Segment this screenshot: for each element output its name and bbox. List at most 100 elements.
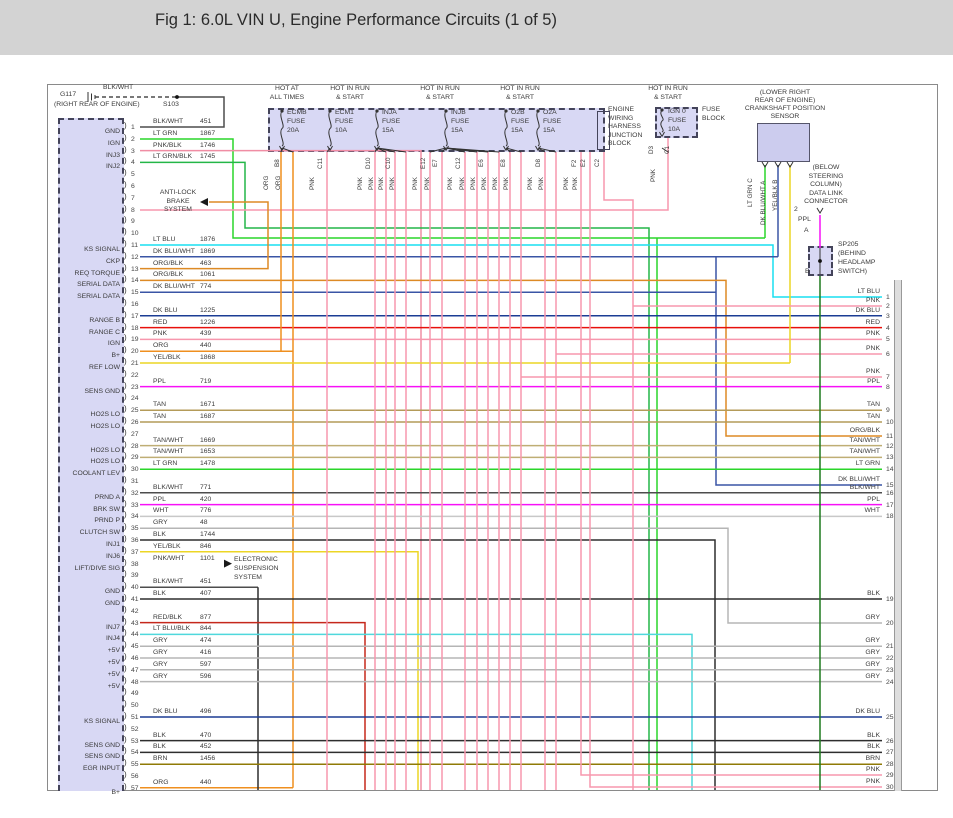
wire-circuit-label: 407	[200, 590, 212, 597]
wire-color-label: TAN/WHT	[153, 436, 184, 444]
vertical-wire-label: PNK	[309, 177, 316, 190]
pin-number: 26	[131, 419, 139, 426]
pin-bracket: )	[124, 333, 127, 343]
wire-color-label: PNK/BLK	[153, 141, 182, 149]
wire	[659, 131, 663, 137]
suspension-system-label: SYSTEM	[234, 574, 262, 581]
wire-color-label: PNK	[153, 330, 167, 338]
pin-signal-label: IGN	[107, 340, 120, 348]
fuse-icon	[444, 110, 448, 147]
wire-circuit-label: 474	[200, 637, 212, 645]
wire	[329, 145, 333, 151]
vertical-wire-label: PNK	[481, 177, 488, 190]
wire-circuit-label: 1687	[200, 413, 216, 420]
right-pin-number: 17	[886, 501, 894, 509]
pin-bracket: )	[124, 168, 127, 178]
fuse-label: ECMB	[287, 109, 307, 116]
right-wire-color-label: BRN	[865, 755, 880, 763]
pin-signal-label: GND	[104, 600, 120, 607]
right-wire-color-label: TAN	[866, 413, 880, 420]
vertical-wire-label: C2	[594, 158, 601, 167]
pin-number: 8	[131, 206, 135, 214]
wire-circuit-label: 451	[200, 578, 212, 586]
sp205-label: (BEHIND	[838, 250, 866, 257]
pin-number: 50	[131, 702, 139, 710]
g117-location-label: (RIGHT REAR OF ENGINE)	[54, 101, 140, 108]
wire-circuit-label: 1061	[200, 271, 216, 279]
right-pin-number: 13	[886, 454, 894, 462]
wire-color-label: TAN	[153, 401, 167, 409]
fuse-label: 15A	[511, 127, 524, 134]
page-title: Fig 1: 6.0L VIN U, Engine Performance Ci…	[155, 11, 557, 29]
pin-signal-label: BRK SW	[93, 505, 120, 513]
pin-signal-label: HO2S LO	[90, 423, 120, 430]
pin-number: 52	[131, 725, 139, 733]
vertical-wire-label: PNK	[650, 169, 657, 182]
pin-number: 18	[131, 324, 139, 332]
vertical-wire-label: B8	[274, 159, 281, 167]
pin-bracket: )	[124, 144, 127, 154]
pin-number: 54	[131, 749, 139, 757]
wire-circuit-label: 776	[200, 507, 212, 515]
pin-bracket: )	[124, 439, 127, 449]
pin-signal-label: GND	[104, 588, 120, 596]
vertical-wire-label: C1	[664, 145, 671, 154]
wire-circuit-label: 451	[200, 118, 212, 125]
wire-circuit-label: 439	[200, 330, 212, 338]
fuse-label: FUSE	[287, 118, 306, 125]
wire-color-label: DK BLU	[153, 708, 178, 715]
wire-color-label: RED	[153, 318, 168, 326]
right-wire-color-label: BLK	[867, 590, 880, 597]
pin-number: 10	[131, 230, 139, 238]
pin-number: 13	[131, 265, 139, 273]
pin-number: 4	[131, 159, 135, 167]
pin-number: 44	[131, 631, 139, 639]
vertical-wire-label: PNK	[470, 177, 477, 190]
wire	[580, 152, 882, 776]
pin-bracket: )	[124, 699, 127, 709]
right-wire-color-label: GRY	[865, 637, 880, 645]
vertical-wire-label: PNK	[503, 177, 510, 190]
right-pin-number: 9	[886, 407, 890, 415]
pin-number: 55	[131, 761, 139, 769]
pin-signal-label: SENS GND	[84, 741, 120, 749]
pin-number: 19	[131, 336, 139, 344]
wire	[140, 633, 693, 790]
pin-number: 33	[131, 501, 139, 509]
wire	[535, 145, 539, 151]
pin-number: 32	[131, 489, 139, 497]
hot-feed-header: HOT IN RUN	[330, 85, 370, 92]
pin-bracket: )	[124, 616, 127, 626]
pin-bracket: )	[124, 652, 127, 661]
pin-signal-label: CKP	[106, 257, 120, 265]
wire	[589, 152, 882, 788]
pcm-connector-box	[58, 118, 124, 791]
pin-number: 47	[131, 666, 139, 674]
pin-bracket: )	[124, 227, 127, 237]
wire-circuit-label: 1671	[200, 401, 216, 409]
pin-signal-label: HO2S LO	[90, 411, 120, 419]
wire-circuit-label: 1876	[200, 236, 216, 243]
pin-number: 21	[131, 360, 139, 367]
wire	[140, 161, 650, 790]
right-pin-number: 26	[886, 737, 894, 745]
wire-color-label: ORG	[153, 778, 169, 786]
wire	[140, 279, 882, 437]
wire	[140, 244, 882, 298]
pin-number: 36	[131, 537, 139, 544]
vertical-wire-label: D10	[365, 157, 372, 169]
vertical-wire-label: PNK	[538, 177, 545, 190]
wire	[786, 161, 794, 168]
wire	[281, 147, 294, 153]
pin-signal-label: INJ7	[106, 623, 120, 631]
right-pin-number: 20	[886, 620, 894, 627]
wire-circuit-label: 470	[200, 731, 212, 739]
wire-color-label: ORG/BLK	[153, 259, 184, 267]
sp205-pin-a: A	[804, 227, 809, 234]
wire-color-label: LT BLU	[153, 236, 176, 243]
s103-splice-label: S103	[163, 101, 179, 108]
wire	[661, 147, 669, 153]
wire-circuit-label: 1225	[200, 306, 216, 314]
right-connector-strip	[894, 280, 902, 791]
wire-color-label: BLK	[153, 590, 166, 597]
